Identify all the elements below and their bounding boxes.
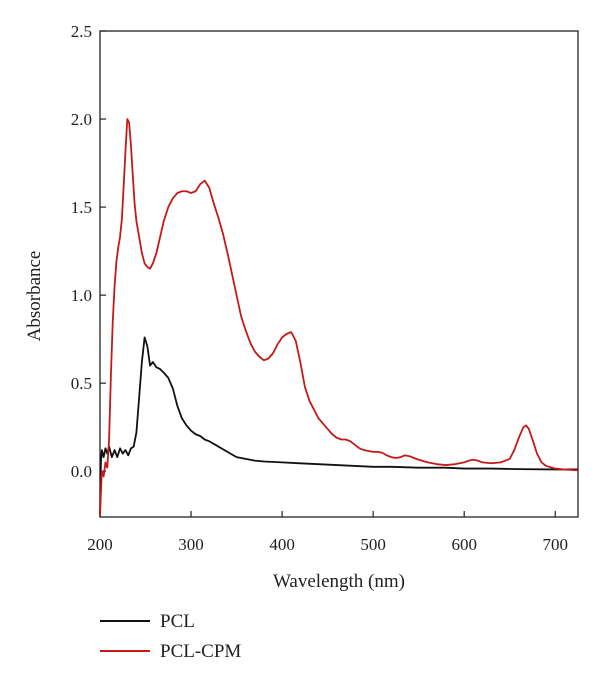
plot-frame	[99, 30, 579, 518]
x-tick-label: 200	[87, 535, 113, 554]
y-axis-ticks: 0.0 0.5 1.0 1.5 2.0 2.5	[71, 22, 106, 481]
y-axis-title: Absorbance	[24, 251, 45, 342]
x-axis-title: Wavelength (nm)	[273, 571, 405, 592]
y-tick-label: 0.5	[71, 374, 92, 393]
x-tick-label: 300	[178, 535, 204, 554]
x-tick-label: 400	[269, 535, 295, 554]
y-tick-label: 2.5	[71, 22, 92, 41]
series-line-pcl-cpm	[99, 118, 579, 516]
x-axis-ticks: 200 300 400 500 600 700	[87, 511, 568, 554]
x-tick-label: 500	[360, 535, 386, 554]
y-tick-label: 0.0	[71, 462, 92, 481]
data-lines	[99, 118, 579, 516]
y-tick-label: 1.0	[71, 286, 92, 305]
x-tick-label: 700	[542, 535, 568, 554]
x-tick-label: 600	[451, 535, 477, 554]
legend-label-pcl: PCL	[160, 611, 195, 632]
y-tick-label: 1.5	[71, 198, 92, 217]
y-tick-label: 2.0	[71, 110, 92, 129]
legend-label-pcl-cpm: PCL-CPM	[160, 641, 241, 662]
series-line-pcl	[99, 336, 578, 516]
legend: PCL PCL-CPM	[100, 611, 241, 662]
